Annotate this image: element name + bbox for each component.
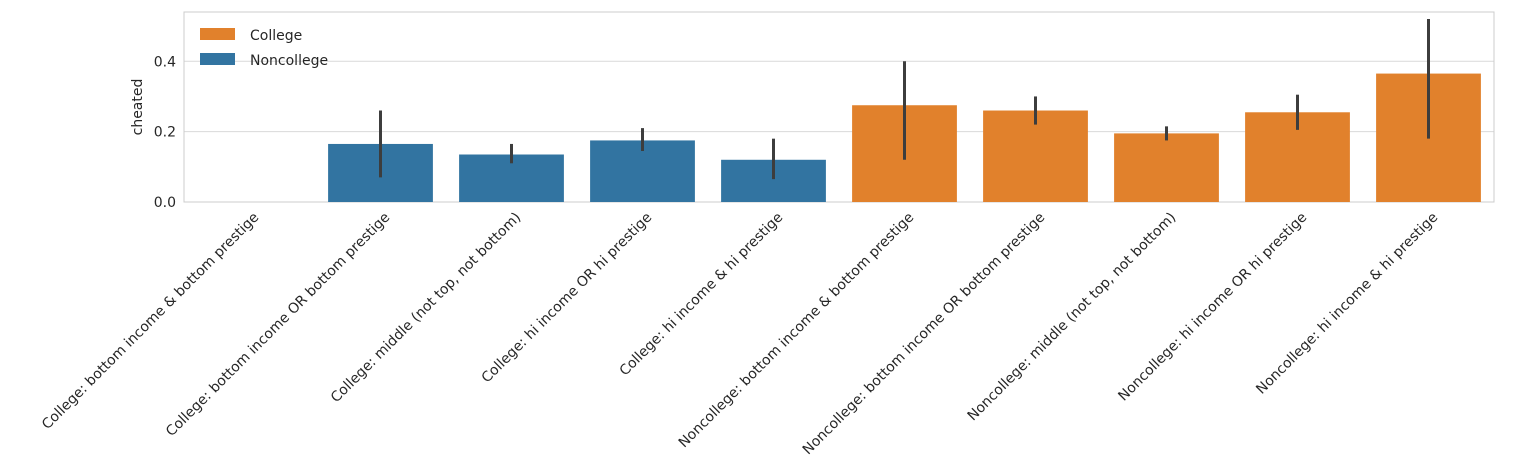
x-axis-ticks: College: bottom income & bottom prestige…	[39, 210, 1441, 459]
x-tick-label: Noncollege: bottom income & bottom prest…	[676, 210, 918, 452]
bar	[1114, 133, 1219, 202]
x-tick-label: College: bottom income & bottom prestige	[39, 210, 262, 433]
legend-swatch	[200, 53, 235, 65]
error-bars	[379, 19, 1430, 180]
y-tick-label: 0.2	[154, 125, 176, 141]
y-axis-label: cheated	[130, 79, 146, 136]
legend-label: College	[250, 28, 302, 44]
legend: College Noncollege	[200, 28, 328, 69]
y-tick-label: 0.0	[154, 195, 176, 211]
legend-label: Noncollege	[250, 53, 328, 69]
legend-swatch	[200, 28, 235, 40]
y-axis-ticks: 0.0 0.2 0.4	[154, 54, 176, 211]
bar	[983, 110, 1088, 202]
y-tick-label: 0.4	[154, 54, 176, 70]
x-tick-label: College: bottom income OR bottom prestig…	[163, 210, 393, 440]
x-tick-label: Noncollege: middle (not top, not bottom)	[965, 210, 1180, 425]
x-tick-label: Noncollege: bottom income OR bottom pres…	[800, 210, 1049, 459]
plot-frame	[183, 11, 1495, 203]
